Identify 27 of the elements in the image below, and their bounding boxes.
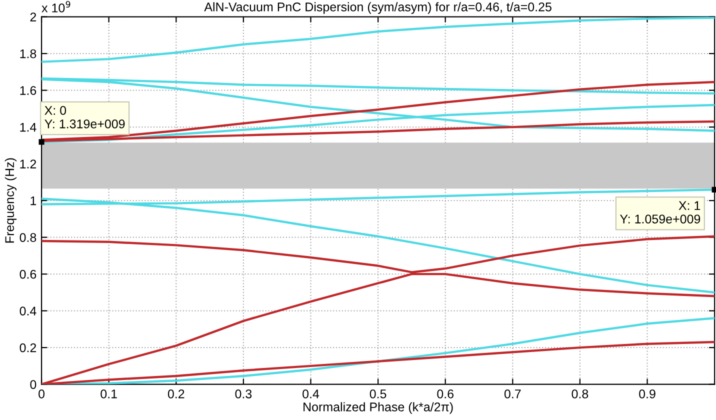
x-axis-title: Normalized Phase (k*a/2π)	[304, 402, 453, 414]
y-tick-label: 0.6	[20, 270, 36, 279]
y-tick-label: 0	[30, 380, 36, 389]
y-tick-label: 1	[30, 196, 36, 206]
text: x 10$^{9}$	[42, 0, 70, 12]
y-tick-label: 1.2	[20, 160, 36, 168]
annotation: X: 0 Y: 1.319e+009	[44, 106, 125, 128]
x-tick-label: 0.9	[639, 389, 656, 398]
x-tick-label: 0.8	[572, 389, 588, 398]
y-tick-label: 0.2	[20, 343, 36, 352]
x-tick-label: 0.6	[437, 389, 454, 398]
y-tick-label: 1.6	[20, 86, 36, 95]
y-axis-title: Frequency (Hz)	[4, 158, 17, 243]
y-tick-label: 0.8	[20, 233, 36, 242]
y-tick-label: 2	[30, 12, 36, 22]
x-tick-label: 0.4	[302, 389, 320, 398]
x-tick-label: 0.5	[370, 389, 386, 398]
y-tick-label: 1.8	[20, 49, 36, 58]
x-tick-label: 0.3	[235, 389, 252, 398]
y-tick-label: 1.4	[20, 122, 36, 132]
x-tick-label: 0.1	[100, 389, 117, 398]
annotation: X: 1 Y: 1.059e+009	[620, 201, 700, 224]
x-tick-label: 0.2	[168, 389, 184, 398]
chart-title: AlN-Vacuum PnC Dispersion (sym/asym) for r/a=0.46, t/a=0.25	[204, 2, 552, 14]
y-tick-label: 0.4	[20, 306, 36, 316]
x-tick-label: 0.7	[504, 389, 521, 398]
x-tick-label: 0	[38, 389, 45, 398]
